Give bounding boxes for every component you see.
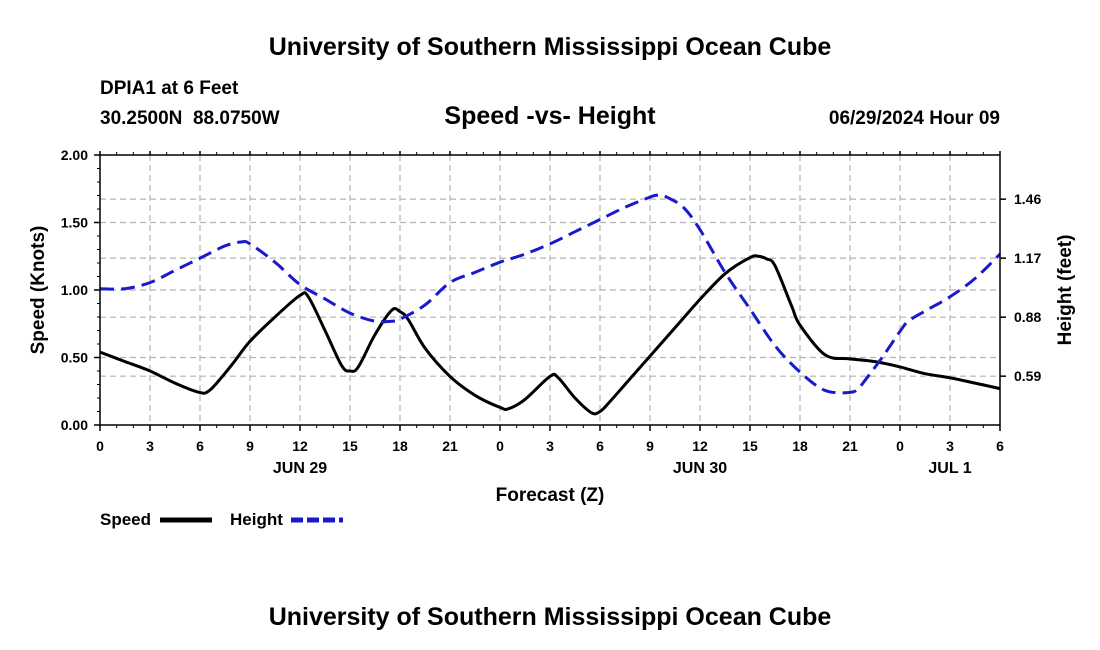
x-tick-label: 3 bbox=[946, 438, 954, 454]
x-tick-label: 0 bbox=[96, 438, 104, 454]
x-tick-label: 6 bbox=[196, 438, 204, 454]
x-tick-label: 9 bbox=[646, 438, 654, 454]
y2-axis-title: Height (feet) bbox=[1055, 235, 1076, 346]
y2-tick-label: 0.88 bbox=[1014, 309, 1041, 325]
x-date-label: JUN 29 bbox=[273, 460, 327, 477]
axes: 0 3 6 9 12 15 18 21 0 3 6 9 12 15 18 21 0 3 6 JUN 29 JUN 30 J… bbox=[61, 147, 1042, 477]
series-layer bbox=[99, 193, 1002, 416]
y2-tick-label: 1.46 bbox=[1014, 191, 1041, 207]
x-tick-label: 0 bbox=[496, 438, 504, 454]
x-tick-label: 6 bbox=[996, 438, 1004, 454]
legend-height-label: Height bbox=[230, 510, 283, 529]
x-tick-label: 18 bbox=[792, 438, 808, 454]
grid bbox=[100, 155, 1000, 425]
footer-title: University of Southern Mississippi Ocean… bbox=[269, 603, 832, 631]
x-tick-label: 3 bbox=[546, 438, 554, 454]
x-date-label: JUN 30 bbox=[673, 460, 727, 477]
y-tick-label: 0.50 bbox=[61, 350, 88, 366]
x-tick-label: 9 bbox=[246, 438, 254, 454]
chart-subtitle: Speed -vs- Height bbox=[444, 102, 656, 130]
x-tick-label: 15 bbox=[742, 438, 758, 454]
x-tick-label: 18 bbox=[392, 438, 408, 454]
y-tick-label: 0.00 bbox=[61, 417, 88, 433]
x-tick-label: 15 bbox=[342, 438, 358, 454]
legend-speed-label: Speed bbox=[100, 510, 151, 529]
forecast-datetime: 06/29/2024 Hour 09 bbox=[829, 108, 1000, 129]
x-tick-label: 21 bbox=[842, 438, 858, 454]
x-tick-label: 12 bbox=[292, 438, 308, 454]
y-axis-title: Speed (Knots) bbox=[28, 226, 49, 355]
x-date-label: JUL 1 bbox=[928, 460, 971, 477]
y-tick-label: 1.00 bbox=[61, 282, 88, 298]
y2-tick-label: 0.59 bbox=[1014, 368, 1041, 384]
x-tick-label: 6 bbox=[596, 438, 604, 454]
y-tick-label: 1.50 bbox=[61, 215, 88, 231]
main-title: University of Southern Mississippi Ocean… bbox=[269, 33, 832, 61]
y2-tick-label: 1.17 bbox=[1014, 250, 1041, 266]
series-line-speed bbox=[99, 254, 1001, 416]
station-label: DPIA1 at 6 Feet bbox=[100, 78, 239, 99]
series-line-height bbox=[99, 193, 1002, 395]
x-axis-title: Forecast (Z) bbox=[496, 485, 605, 506]
y-tick-label: 2.00 bbox=[61, 147, 88, 163]
x-tick-label: 0 bbox=[896, 438, 904, 454]
x-tick-label: 12 bbox=[692, 438, 708, 454]
coordinates-label: 30.2500N 88.0750W bbox=[100, 108, 280, 129]
x-tick-label: 21 bbox=[442, 438, 458, 454]
x-tick-label: 3 bbox=[146, 438, 154, 454]
